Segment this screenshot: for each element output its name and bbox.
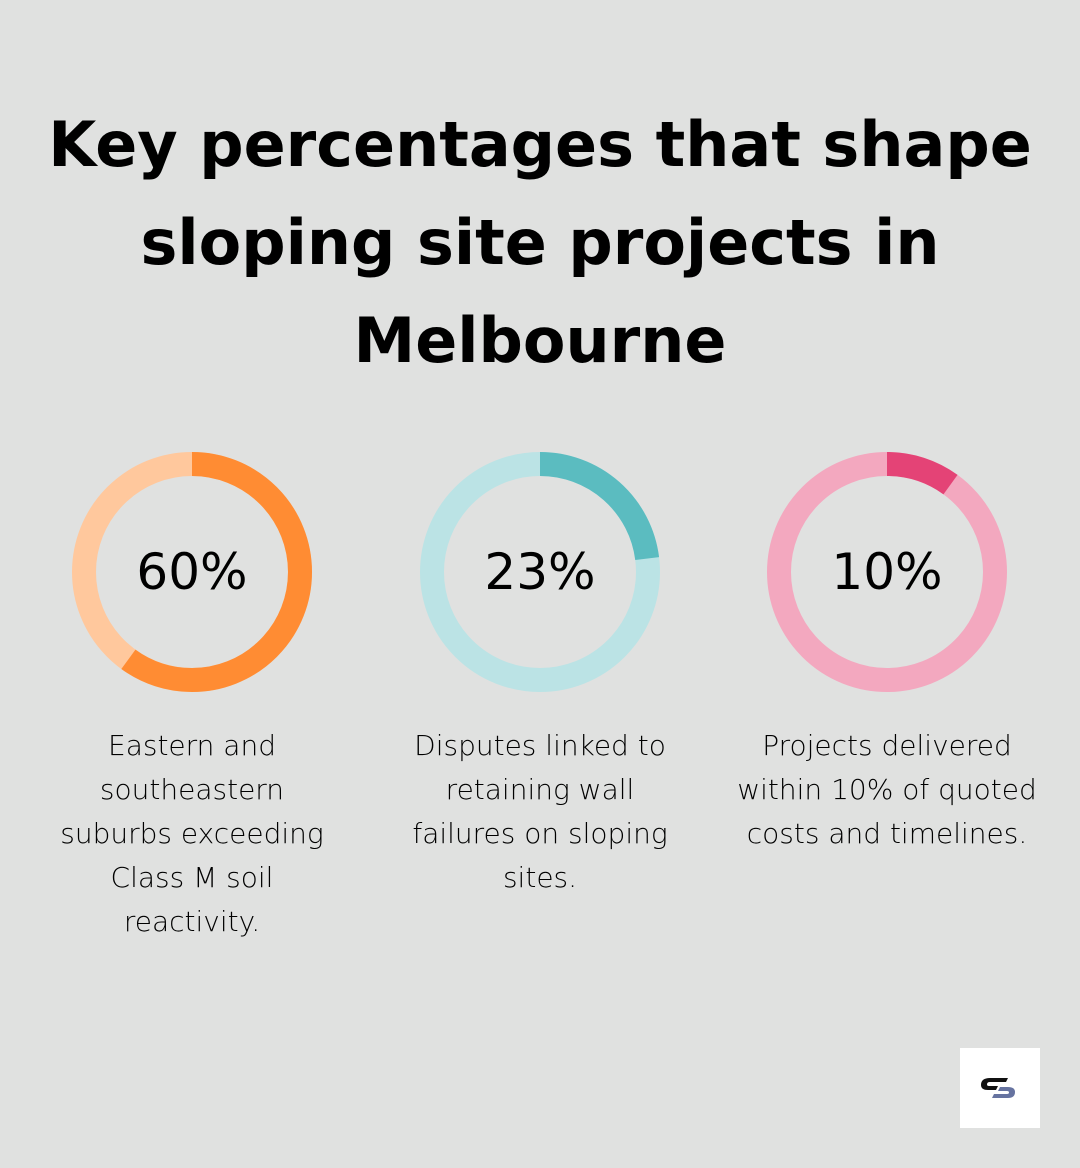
stat-value: 10% — [831, 543, 943, 601]
title-line-1: Key percentages that shape — [48, 108, 1032, 181]
stat-value: 23% — [484, 543, 596, 601]
company-logo — [960, 1048, 1040, 1128]
title-line-2: sloping site projects in — [140, 206, 940, 279]
donut-ring-10 — [767, 452, 1007, 692]
stat-value: 60% — [136, 543, 248, 601]
stat-description: Eastern and southeastern suburbs exceedi… — [60, 729, 324, 938]
title-line-3: Melbourne — [353, 304, 727, 377]
donut-ring-23 — [420, 452, 660, 692]
stat-description: Disputes linked to retaining wall failur… — [412, 729, 668, 894]
company-logo-icon — [981, 1078, 1015, 1098]
stat-description: Projects delivered within 10% of quoted … — [737, 729, 1037, 850]
donut-ring-60 — [72, 452, 312, 692]
page-title: Key percentages that shape sloping site … — [0, 96, 1080, 390]
